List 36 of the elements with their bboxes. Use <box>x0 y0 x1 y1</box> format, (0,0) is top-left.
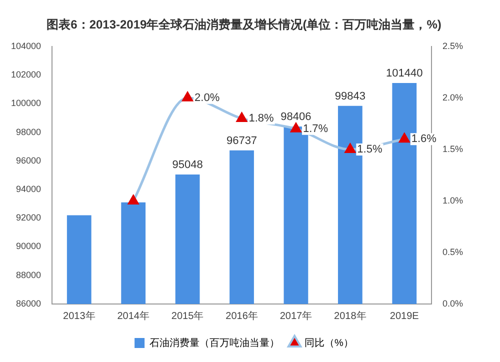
data-label: 1.7% <box>302 122 328 135</box>
y2-tick-label: 2.0% <box>442 92 463 102</box>
y-tick-label: 88000 <box>16 270 42 280</box>
y2-tick-label: 0.5% <box>442 246 463 257</box>
y-tick-label: 94000 <box>16 184 42 194</box>
chart-title: 图表6：2013-2019年全球石油消费量及增长情况(单位：百万吨油当量，%) <box>46 18 442 32</box>
x-tick-label: 2018年 <box>334 310 366 322</box>
data-label: 96737 <box>226 134 258 147</box>
y-tick-label: 104000 <box>10 40 42 51</box>
legend-label: 同比（%） <box>304 336 354 349</box>
x-tick-label: 2015年 <box>171 310 204 322</box>
y-tick-label: 96000 <box>16 155 42 166</box>
data-label: 95048 <box>172 159 203 172</box>
y-tick-label: 92000 <box>16 212 42 223</box>
data-label: 99843 <box>334 90 366 102</box>
y2-tick-label: 1.5% <box>442 144 463 154</box>
x-tick-label: 2014年 <box>117 310 150 322</box>
x-tick-label: 2016年 <box>226 310 258 322</box>
y2-tick-label: 2.5% <box>442 40 463 51</box>
data-label: 1.5% <box>357 143 382 156</box>
x-tick-label: 2017年 <box>280 310 312 322</box>
data-label: 98406 <box>280 110 312 123</box>
data-label: 1.8% <box>248 112 274 125</box>
y2-tick-label: 1.0% <box>442 195 463 206</box>
data-label: 1.6% <box>411 133 437 146</box>
y2-tick-label: 0.0% <box>442 298 463 308</box>
legend-label: 石油消费量（百万吨油当量） <box>150 336 280 349</box>
data-label: 101440 <box>386 68 423 80</box>
data-label: 2.0% <box>194 92 220 104</box>
y-tick-label: 100000 <box>10 98 42 108</box>
x-tick-label: 2019E <box>390 310 420 322</box>
y-tick-label: 102000 <box>10 70 42 80</box>
y-tick-label: 98000 <box>16 126 42 137</box>
y-tick-label: 90000 <box>16 241 42 252</box>
x-tick-label: 2013年 <box>63 310 96 322</box>
y-tick-label: 86000 <box>16 298 42 308</box>
